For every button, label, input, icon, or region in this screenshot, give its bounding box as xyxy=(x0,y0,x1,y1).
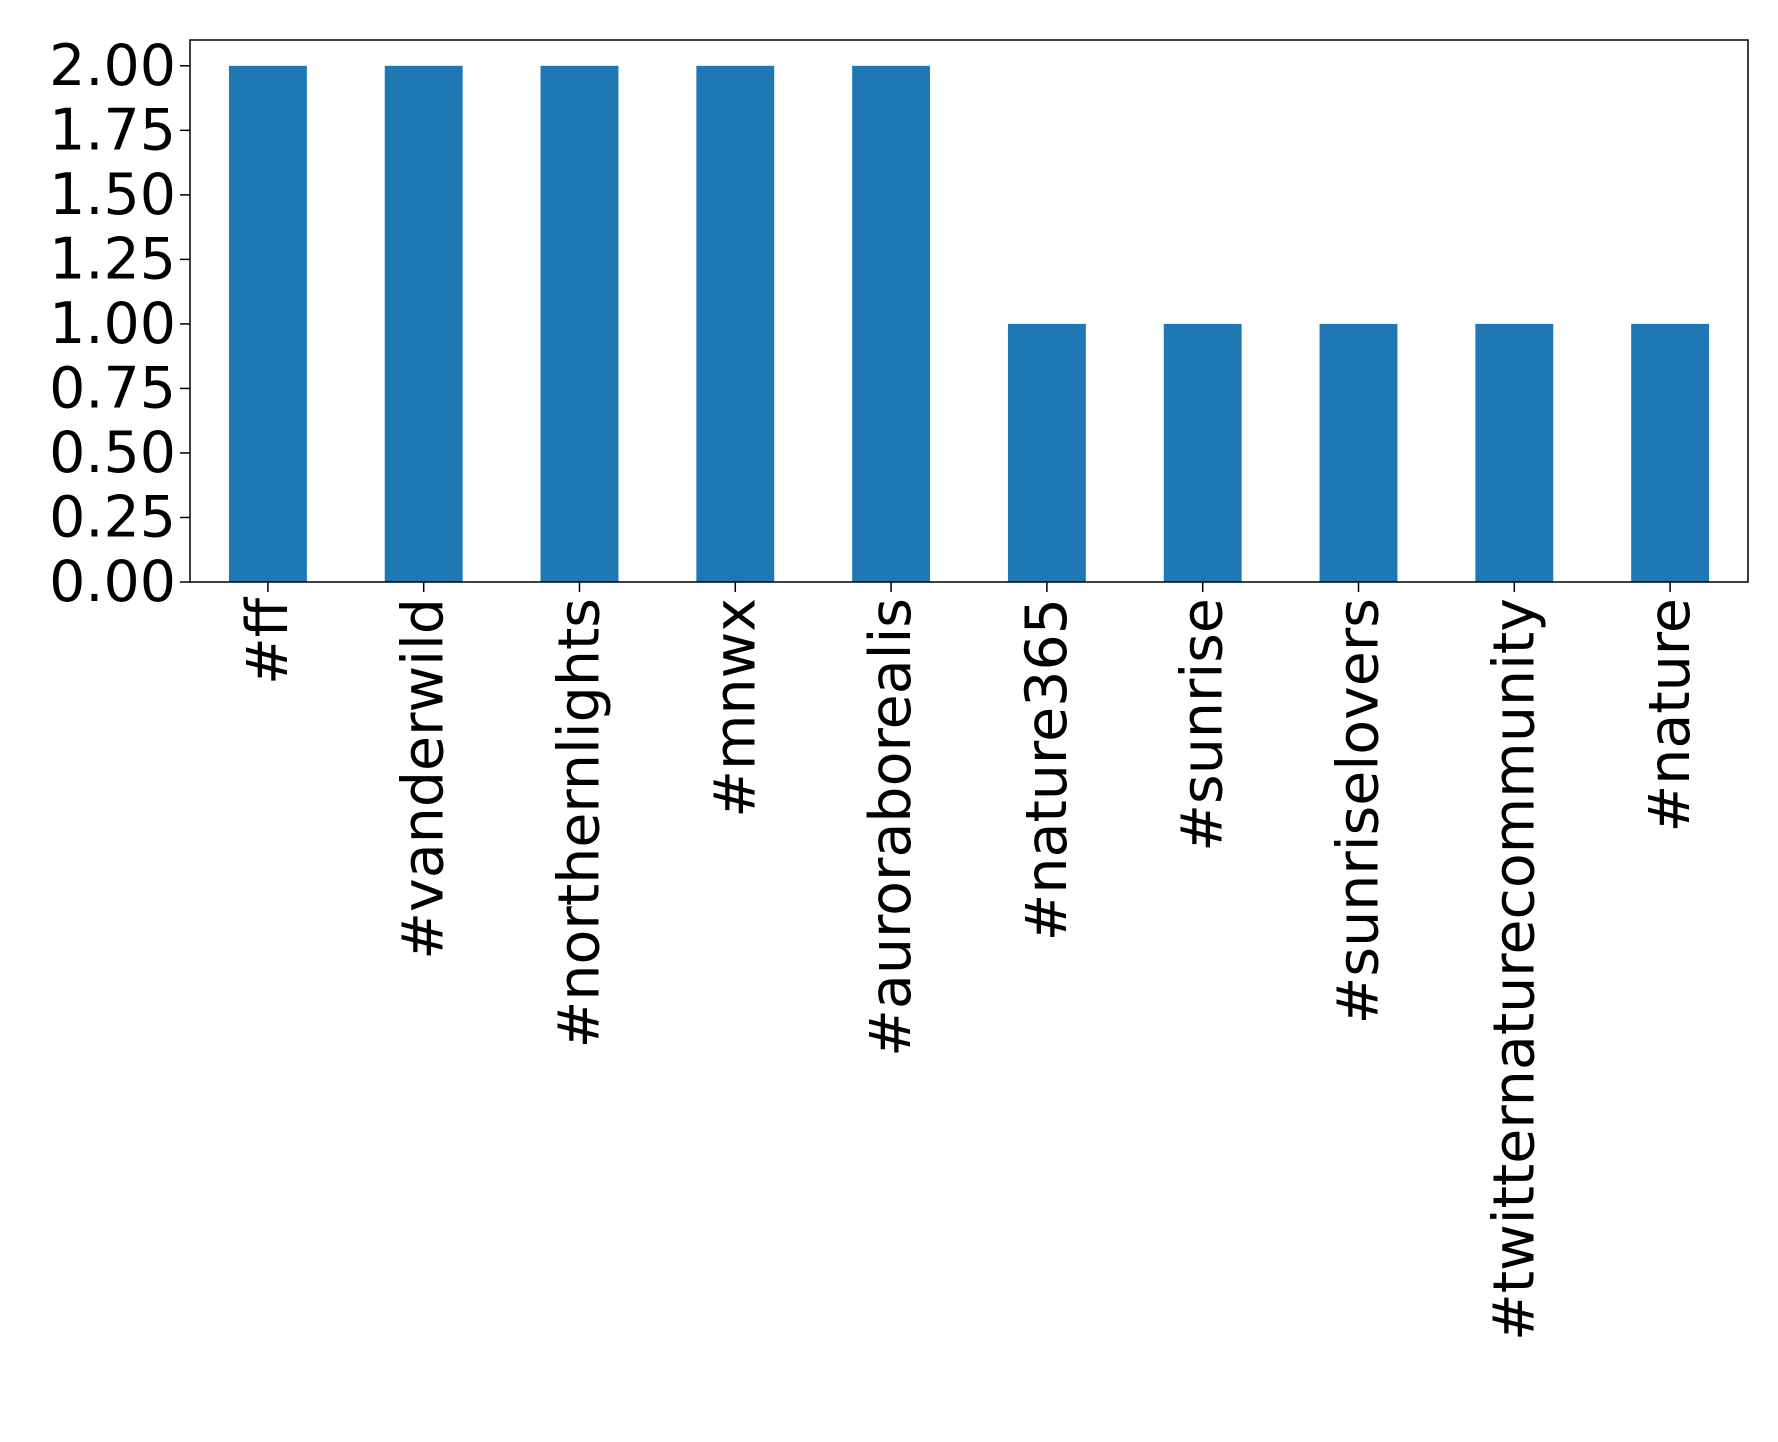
bar xyxy=(228,65,307,583)
bar xyxy=(540,65,619,583)
bar xyxy=(384,65,463,583)
x-tick-label: #ff xyxy=(235,596,301,685)
y-tick-label: 0.50 xyxy=(49,420,176,486)
bar xyxy=(1631,323,1710,582)
y-axis: 0.000.250.500.751.001.251.501.752.00 xyxy=(49,33,190,615)
y-tick-label: 1.00 xyxy=(49,291,176,357)
x-tick-label: #sunriselovers xyxy=(1326,598,1392,1024)
y-tick-label: 0.00 xyxy=(49,549,176,615)
bar xyxy=(696,65,775,583)
bar xyxy=(852,65,931,583)
bar xyxy=(1163,323,1242,582)
bar xyxy=(1007,323,1086,582)
x-tick-label: #nature xyxy=(1637,598,1703,833)
y-tick-label: 0.75 xyxy=(49,355,176,421)
x-tick-label: #vanderwild xyxy=(391,598,457,960)
x-tick-label: #northernlights xyxy=(547,598,613,1048)
bar xyxy=(1475,323,1554,582)
bars xyxy=(228,65,1710,583)
x-axis: #ff #vanderwild #northernlights #mnwx #auror… xyxy=(235,582,1703,1341)
x-tick-label: #nature365 xyxy=(1014,598,1080,941)
x-tick-label: #mnwx xyxy=(702,598,768,818)
bar xyxy=(1319,323,1398,582)
x-tick-label: #twitternaturecommunity xyxy=(1481,598,1547,1341)
x-tick-label: #auroraborealis xyxy=(858,598,924,1057)
y-tick-label: 1.25 xyxy=(49,226,176,292)
x-tick-label: #sunrise xyxy=(1170,598,1236,852)
y-tick-label: 1.75 xyxy=(49,97,176,163)
plot-frame xyxy=(189,39,1749,583)
y-tick-label: 2.00 xyxy=(49,33,176,99)
y-tick-label: 0.25 xyxy=(49,484,176,550)
y-tick-label: 1.50 xyxy=(49,162,176,228)
